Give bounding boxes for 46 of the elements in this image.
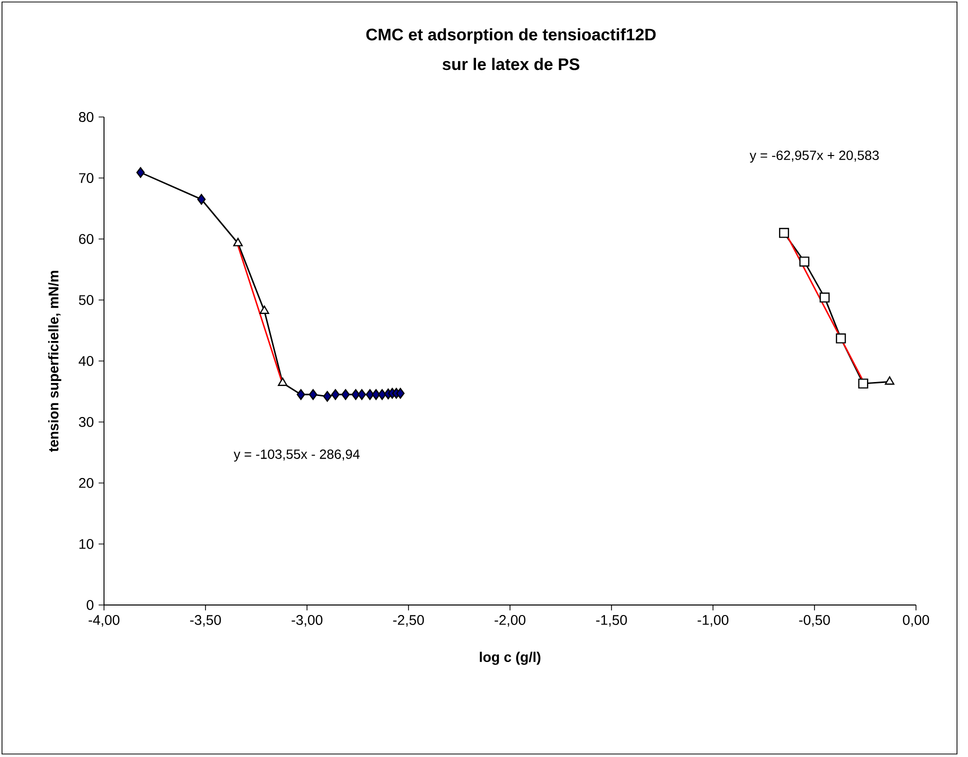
point [233, 238, 243, 246]
x-tick-label: -0,50 [799, 615, 830, 627]
x-tick-label: -3,00 [292, 615, 322, 627]
annotation: y = -103,55x - 286,94 [234, 450, 360, 462]
point [308, 389, 318, 400]
point [296, 389, 306, 400]
y-tick-label: 60 [79, 234, 94, 244]
point [372, 389, 380, 400]
x-axis-title: log c (g/l) [480, 652, 540, 665]
point [278, 378, 288, 386]
point [836, 333, 846, 344]
point [820, 292, 830, 303]
point [358, 389, 366, 400]
y-tick-label: 10 [79, 539, 94, 549]
point [136, 167, 145, 178]
x-tick-label: -1,00 [698, 615, 728, 627]
point [197, 194, 206, 205]
y-tick-label: 0 [86, 600, 94, 610]
point [341, 389, 350, 400]
x-tick-label: -1,50 [596, 615, 627, 627]
chart-subtitle: sur le latex de PS [442, 58, 580, 70]
y-tick-label: 40 [78, 356, 94, 366]
point [858, 378, 868, 389]
x-tick-label: -2,00 [494, 615, 526, 627]
point [799, 256, 810, 267]
y-tick-label: 30 [78, 417, 94, 427]
x-tick-label: -4,00 [88, 615, 120, 627]
x-tick-label: -2,50 [393, 615, 424, 627]
x-tick-label: -3,50 [190, 615, 221, 627]
point [366, 389, 374, 400]
y-axis-title: tension superficielle, mN/m [48, 270, 62, 452]
x-tick-label: 0,00 [902, 615, 930, 627]
point [779, 228, 790, 238]
annotation: y = -62,957x + 20,583 [750, 150, 879, 163]
y-tick-label: 50 [78, 295, 94, 305]
point [323, 390, 332, 402]
point [378, 389, 386, 400]
point [331, 389, 340, 400]
point [352, 389, 360, 400]
y-tick-label: 80 [79, 112, 94, 122]
point [260, 306, 270, 314]
point [396, 388, 405, 399]
chart-title: CMC et adsorption de tensioactif12D [366, 28, 656, 44]
point [884, 376, 894, 385]
y-tick-label: 70 [79, 173, 94, 183]
y-tick-label: 20 [79, 478, 94, 488]
